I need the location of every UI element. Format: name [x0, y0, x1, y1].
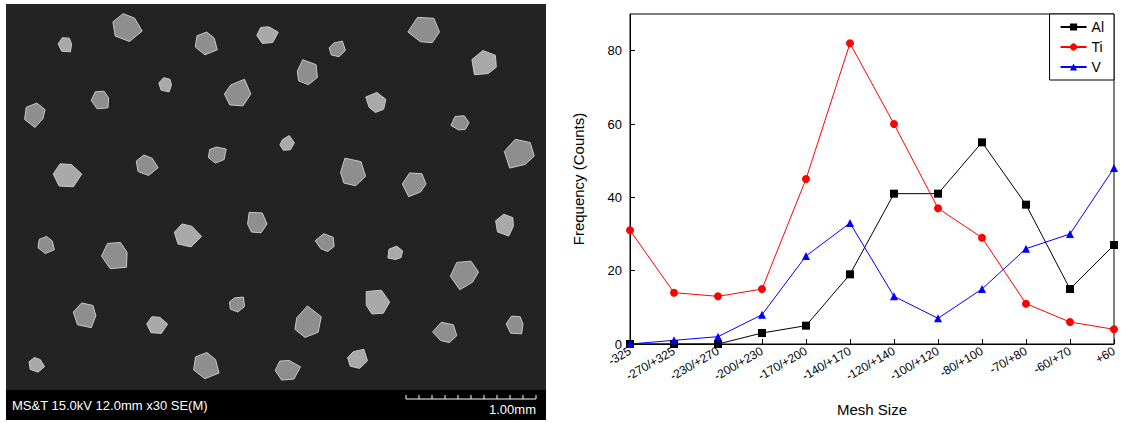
svg-text:-200/+230: -200/+230 [711, 344, 765, 383]
svg-text:-120/+140: -120/+140 [843, 344, 897, 383]
svg-text:-325: -325 [605, 343, 634, 369]
svg-text:1.00mm: 1.00mm [489, 402, 536, 417]
svg-text:-70/+80: -70/+80 [987, 344, 1030, 377]
svg-text:-270/+325: -270/+325 [623, 344, 677, 383]
svg-text:Al: Al [1092, 19, 1104, 35]
svg-text:-60/+70: -60/+70 [1031, 344, 1074, 377]
svg-text:-230/+270: -230/+270 [667, 344, 721, 383]
svg-text:-140/+170: -140/+170 [799, 344, 853, 383]
svg-text:80: 80 [608, 43, 622, 58]
svg-text:60: 60 [608, 117, 622, 132]
svg-text:+60: +60 [1093, 344, 1118, 366]
svg-text:-100/+120: -100/+120 [887, 344, 941, 383]
svg-text:Mesh Size: Mesh Size [837, 401, 907, 418]
svg-text:-80/+100: -80/+100 [937, 344, 986, 380]
svg-text:40: 40 [608, 190, 622, 205]
svg-text:-170/+200: -170/+200 [755, 344, 809, 383]
svg-text:Frequency (Counts): Frequency (Counts) [570, 113, 587, 246]
svg-text:MS&T 15.0kV 12.0mm x30 SE(M): MS&T 15.0kV 12.0mm x30 SE(M) [12, 398, 208, 413]
svg-text:0: 0 [614, 336, 622, 352]
svg-text:V: V [1092, 59, 1102, 75]
svg-text:Ti: Ti [1092, 39, 1103, 55]
svg-text:20: 20 [608, 263, 622, 278]
